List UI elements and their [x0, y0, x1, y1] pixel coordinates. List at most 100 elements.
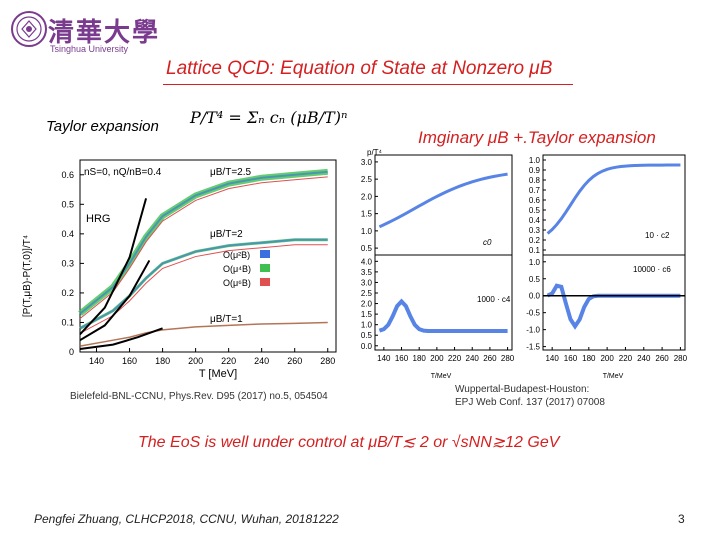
- curve-label-1: μB/T=1: [210, 314, 243, 325]
- right-xtick-label: 220: [448, 354, 462, 363]
- left-ytick-label: 0.2: [61, 288, 74, 298]
- right-ytick-label: 0.2: [529, 236, 541, 245]
- right-xtick-label: 200: [430, 354, 444, 363]
- right-xtick-label: 260: [655, 354, 669, 363]
- left-xtick-label: 260: [287, 356, 302, 366]
- right-ytick-label: 2.0: [361, 300, 373, 309]
- right-ytick-label: 3.0: [361, 158, 373, 167]
- right-ytick-label: 0.4: [529, 216, 541, 225]
- right-ytick-label: 0.1: [529, 246, 541, 255]
- hrg-curve-0: [79, 198, 148, 335]
- right-ytick-label: 0.8: [529, 176, 541, 185]
- right-ytick-label: 1.0: [361, 227, 373, 236]
- tsinghua-logo-emblem: [11, 11, 47, 47]
- right-reference-2: EPJ Web Conf. 137 (2017) 07008: [455, 397, 605, 408]
- right-ytick-label: 0.0: [361, 342, 373, 351]
- panel-c6-frame: [542, 254, 686, 351]
- right-ytick-label: 1.5: [361, 210, 373, 219]
- page-number: 3: [678, 512, 685, 526]
- right-curve-2: [378, 298, 508, 333]
- legend-top: nS=0, nQ/nB=0.4: [84, 167, 162, 178]
- logo-chinese: 清華大學: [48, 18, 161, 48]
- right-xtick-label: 260: [483, 354, 497, 363]
- legend-entry-mu4: O(μ⁴B): [223, 264, 251, 274]
- right-xtick-label: 140: [545, 354, 559, 363]
- left-eos-chart: 0 0.1 0.2 0.3 0.4 0.5 0.6 140 160 180 200 220 240 26…: [22, 159, 337, 380]
- panel-c6-label: 10000 · c6: [633, 265, 671, 274]
- left-xtick-label: 240: [254, 356, 269, 366]
- right-xtick-label: 240: [637, 354, 651, 363]
- right-ytick-label: 1.0: [529, 258, 541, 267]
- right-ytick-label: -1.5: [526, 343, 540, 352]
- legend-swatch-blue: [260, 250, 270, 258]
- right-ytick-label: 0.5: [361, 331, 373, 340]
- taylor-expansion-label: Taylor expansion: [46, 118, 159, 135]
- right-curve-1: [546, 163, 681, 235]
- right-ytick-label: 2.5: [361, 289, 373, 298]
- legend-entry-mu6: O(μ⁶B): [223, 278, 251, 288]
- right-ytick-label: 2.5: [361, 175, 373, 184]
- right-curve-0: [378, 172, 508, 229]
- series-line-2: [79, 321, 328, 347]
- right-xtick-label: 240: [466, 354, 480, 363]
- panel-c0-ylabel: p/T⁴: [367, 148, 383, 157]
- panel-c4-label: 1000 · c4: [477, 295, 511, 304]
- right-ytick-label: 1.0: [361, 321, 373, 330]
- legend-entry-mu2: O(μ²B): [223, 250, 250, 260]
- right-ytick-label: 0.3: [529, 226, 541, 235]
- right-ytick-label: 0.5: [529, 275, 541, 284]
- left-ytick-label: 0.6: [61, 170, 74, 180]
- left-xtick-label: 280: [320, 356, 335, 366]
- left-xtick-label: 200: [188, 356, 203, 366]
- series-band-red-1: [79, 244, 328, 334]
- right-xtick-label: 220: [619, 354, 633, 363]
- left-ytick-label: 0.1: [61, 317, 74, 327]
- right-ytick-label: 3.0: [361, 278, 373, 287]
- right-xtick-label: 160: [395, 354, 409, 363]
- right-ytick-label: 0.6: [529, 196, 541, 205]
- right-ytick-label: 0.0: [529, 292, 541, 301]
- right-ytick-label: 0.5: [529, 206, 541, 215]
- right-ytick-label: 1.5: [361, 310, 373, 319]
- right-xlabel-right: T/MeV: [603, 373, 624, 380]
- right-xtick-label: 180: [413, 354, 427, 363]
- right-xtick-label: 200: [600, 354, 614, 363]
- left-xtick-label: 140: [89, 356, 104, 366]
- left-chart-xlabel: T [MeV]: [199, 368, 237, 380]
- left-reference: Bielefeld-BNL-CCNU, Phys.Rev. D95 (2017)…: [70, 391, 328, 402]
- right-ytick-label: 0.7: [529, 186, 541, 195]
- hrg-curve-1: [79, 259, 151, 342]
- right-curve-3: [546, 283, 681, 330]
- right-xtick-label: 280: [674, 354, 688, 363]
- panel-c0-label: c0: [483, 238, 492, 247]
- legend-swatch-green: [260, 264, 270, 272]
- left-ytick-label: 0: [69, 347, 74, 357]
- right-xtick-label: 140: [377, 354, 391, 363]
- panel-c4-frame: [374, 254, 513, 351]
- right-xlabel-left: T/MeV: [431, 373, 452, 380]
- right-ytick-label: 2.0: [361, 192, 373, 201]
- curve-label-2: μB/T=2: [210, 229, 243, 240]
- panel-c2-frame: [542, 154, 686, 256]
- hrg-curve-2: [79, 327, 163, 351]
- conclusion-text: The EoS is well under control at μB/T≲ 2…: [138, 434, 560, 451]
- taylor-formula: P/T⁴ = Σₙ cₙ (μB/T)ⁿ: [190, 108, 348, 127]
- title-underline: [163, 84, 573, 85]
- left-xtick-label: 180: [155, 356, 170, 366]
- right-ytick-label: 0.9: [529, 166, 541, 175]
- series-band-blue-0: [79, 170, 328, 315]
- series-band-blue-1: [79, 238, 328, 330]
- right-ytick-label: -0.5: [526, 309, 540, 318]
- right-coefficients-chart: 0.51.01.52.02.53.00.10.20.30.40.50.60.70…: [361, 148, 688, 380]
- left-ytick-label: 0.4: [61, 229, 74, 239]
- series-band-red-0: [79, 176, 328, 319]
- right-xtick-label: 180: [582, 354, 596, 363]
- right-ytick-label: 3.5: [361, 268, 373, 277]
- curve-label-hrg: HRG: [86, 213, 110, 225]
- left-xtick-label: 160: [122, 356, 137, 366]
- right-ytick-label: -1.0: [526, 326, 540, 335]
- right-ytick-label: 0.5: [361, 244, 373, 253]
- right-xtick-label: 280: [501, 354, 515, 363]
- left-chart-frame: [79, 159, 337, 353]
- right-ytick-label: 1.0: [529, 156, 541, 165]
